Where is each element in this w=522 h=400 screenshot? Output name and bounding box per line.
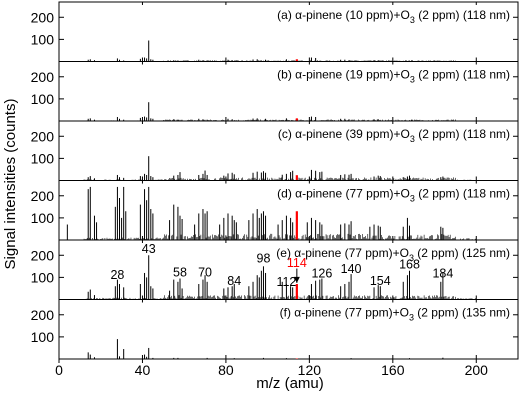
panel-title: (f) α-pinene (77 ppm)+O3 (2 ppm) (135 nm…: [280, 306, 510, 323]
y-tick-label: 200: [31, 307, 55, 323]
panels-group: 100 200 (a) α-pinene (10 ppm)+O3 (2 ppm) (…: [31, 1, 519, 360]
peak-label: 112: [276, 275, 296, 289]
peak-label: 184: [432, 266, 453, 280]
x-tick-label: 40: [135, 362, 151, 378]
panel-title: (d) α-pinene (77 ppm)+O3 (2 ppm) (118 nm…: [277, 187, 510, 204]
x-tick-label: 0: [55, 362, 63, 378]
spectrum-panel: 100 200 (c) α-pinene (39 ppm)+O3 (2 ppm) (…: [31, 120, 519, 181]
y-axis-title: Signal intensities (counts): [2, 99, 19, 270]
y-tick-label: 100: [31, 150, 55, 166]
y-tick-label: 100: [31, 91, 55, 107]
panel-title: (a) α-pinene (10 ppm)+O3 (2 ppm) (118 nm…: [277, 8, 510, 25]
x-axis-title: m/z (amu): [256, 375, 324, 392]
peak-label: 84: [227, 274, 241, 288]
peak-label: 140: [341, 262, 362, 276]
x-tick-label: 80: [218, 362, 234, 378]
peak-label: 114: [287, 256, 307, 270]
y-tick-label: 100: [31, 329, 55, 345]
arrow-head: [293, 276, 300, 283]
peak-label: 154: [370, 274, 391, 288]
y-tick-label: 200: [31, 9, 55, 25]
y-tick-label: 200: [31, 188, 55, 204]
spectrum-panel: 100 200 (d) α-pinene (77 ppm)+O3 (2 ppm) (…: [31, 180, 519, 241]
spectrum-panel: 100 200 (b) α-pinene (19 ppm)+O3 (2 ppm) (…: [31, 61, 519, 122]
y-tick-label: 200: [31, 69, 55, 85]
x-tick-label: 160: [381, 362, 405, 378]
peak-label: 70: [198, 265, 212, 279]
peak-label: 126: [311, 266, 332, 280]
peak-label: 168: [399, 258, 420, 272]
peak-label: 28: [110, 268, 124, 282]
y-tick-label: 100: [31, 210, 55, 226]
x-tick-label: 200: [465, 362, 489, 378]
spectrum-panel: 100 200 (f) α-pinene (77 ppm)+O3 (2 ppm) (…: [31, 299, 519, 360]
x-tick-label: 120: [298, 362, 322, 378]
panel-title: (e) α-pinene (77 ppm)+O3 (2 ppm) (125 nm…: [276, 246, 510, 263]
x-axis: 0 40 80 120 160 200: [55, 359, 488, 378]
y-tick-label: 200: [31, 128, 55, 144]
panel-title: (b) α-pinene (19 ppm)+O3 (2 ppm) (118 nm…: [277, 68, 510, 85]
spectrum-panel: 100 200 (a) α-pinene (10 ppm)+O3 (2 ppm) (…: [31, 1, 519, 62]
peak-label: 98: [257, 251, 271, 265]
spectrum-panel: 100 200 (e) α-pinene (77 ppm)+O3 (2 ppm) (…: [31, 239, 519, 300]
y-tick-label: 100: [31, 31, 55, 47]
y-tick-label: 100: [31, 269, 55, 285]
y-tick-label: 200: [31, 247, 55, 263]
peak-label: 58: [173, 265, 187, 279]
panel-title: (c) α-pinene (39 ppm)+O3 (2 ppm) (118 nm…: [278, 127, 510, 144]
peak-label: 43: [142, 242, 156, 256]
